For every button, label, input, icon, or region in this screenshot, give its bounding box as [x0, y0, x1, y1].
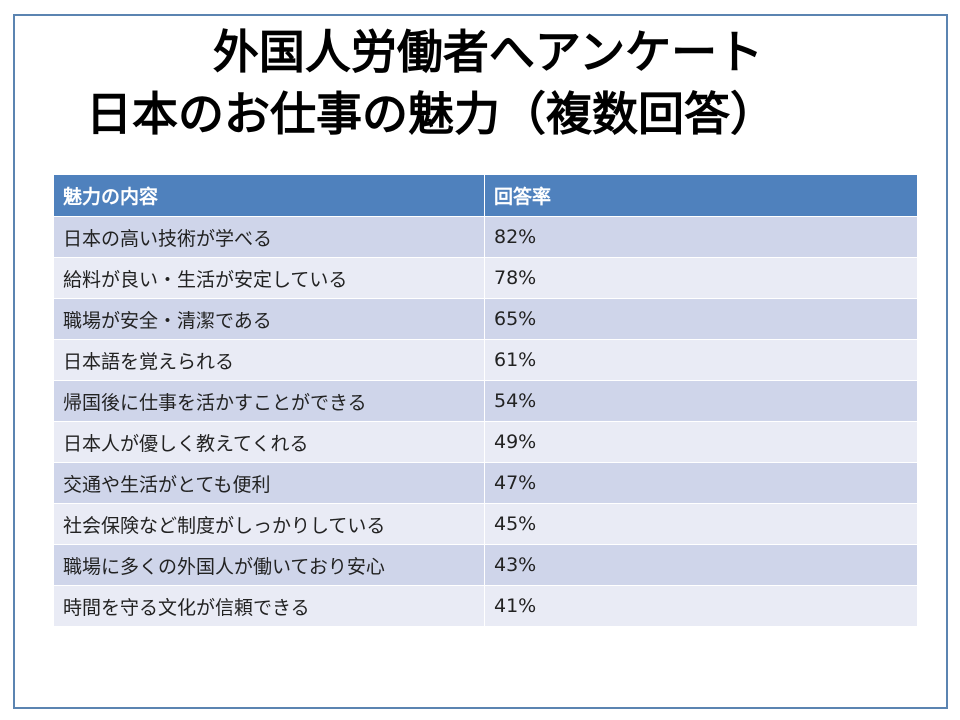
table-row: 社会保険など制度がしっかりしている 45%: [53, 503, 918, 545]
table-row: 日本語を覚えられる 61%: [53, 339, 918, 381]
row-rate: 49%: [484, 421, 918, 463]
row-rate: 54%: [484, 380, 918, 422]
row-item: 給料が良い・生活が安定している: [53, 257, 485, 299]
table-row: 時間を守る文化が信頼できる 41%: [53, 585, 918, 627]
row-item: 交通や生活がとても便利: [53, 462, 485, 504]
slide-title-line1: 外国人労働者へアンケート: [212, 25, 764, 79]
table-row: 職場が安全・清潔である 65%: [53, 298, 918, 340]
table-row: 日本人が優しく教えてくれる 49%: [53, 421, 918, 463]
row-rate: 61%: [484, 339, 918, 381]
table-row: 給料が良い・生活が安定している 78%: [53, 257, 918, 299]
row-item: 社会保険など制度がしっかりしている: [53, 503, 485, 545]
row-item: 帰国後に仕事を活かすことができる: [53, 380, 485, 422]
table-row: 帰国後に仕事を活かすことができる 54%: [53, 380, 918, 422]
row-item: 職場に多くの外国人が働いており安心: [53, 544, 485, 586]
row-rate: 82%: [484, 216, 918, 258]
header-item: 魅力の内容: [53, 174, 485, 217]
row-item: 日本の高い技術が学べる: [53, 216, 485, 258]
table-row: 交通や生活がとても便利 47%: [53, 462, 918, 504]
row-item: 職場が安全・清潔である: [53, 298, 485, 340]
row-rate: 43%: [484, 544, 918, 586]
table-header-row: 魅力の内容 回答率: [53, 174, 918, 217]
row-rate: 65%: [484, 298, 918, 340]
row-item: 日本人が優しく教えてくれる: [53, 421, 485, 463]
row-rate: 78%: [484, 257, 918, 299]
slide-title-line2: 日本のお仕事の魅力（複数回答）: [86, 87, 776, 141]
survey-table: 魅力の内容 回答率 日本の高い技術が学べる 82% 給料が良い・生活が安定してい…: [53, 174, 918, 627]
row-rate: 45%: [484, 503, 918, 545]
table-row: 日本の高い技術が学べる 82%: [53, 216, 918, 258]
row-rate: 41%: [484, 585, 918, 627]
header-rate: 回答率: [484, 174, 918, 217]
row-rate: 47%: [484, 462, 918, 504]
row-item: 時間を守る文化が信頼できる: [53, 585, 485, 627]
table-row: 職場に多くの外国人が働いており安心 43%: [53, 544, 918, 586]
row-item: 日本語を覚えられる: [53, 339, 485, 381]
